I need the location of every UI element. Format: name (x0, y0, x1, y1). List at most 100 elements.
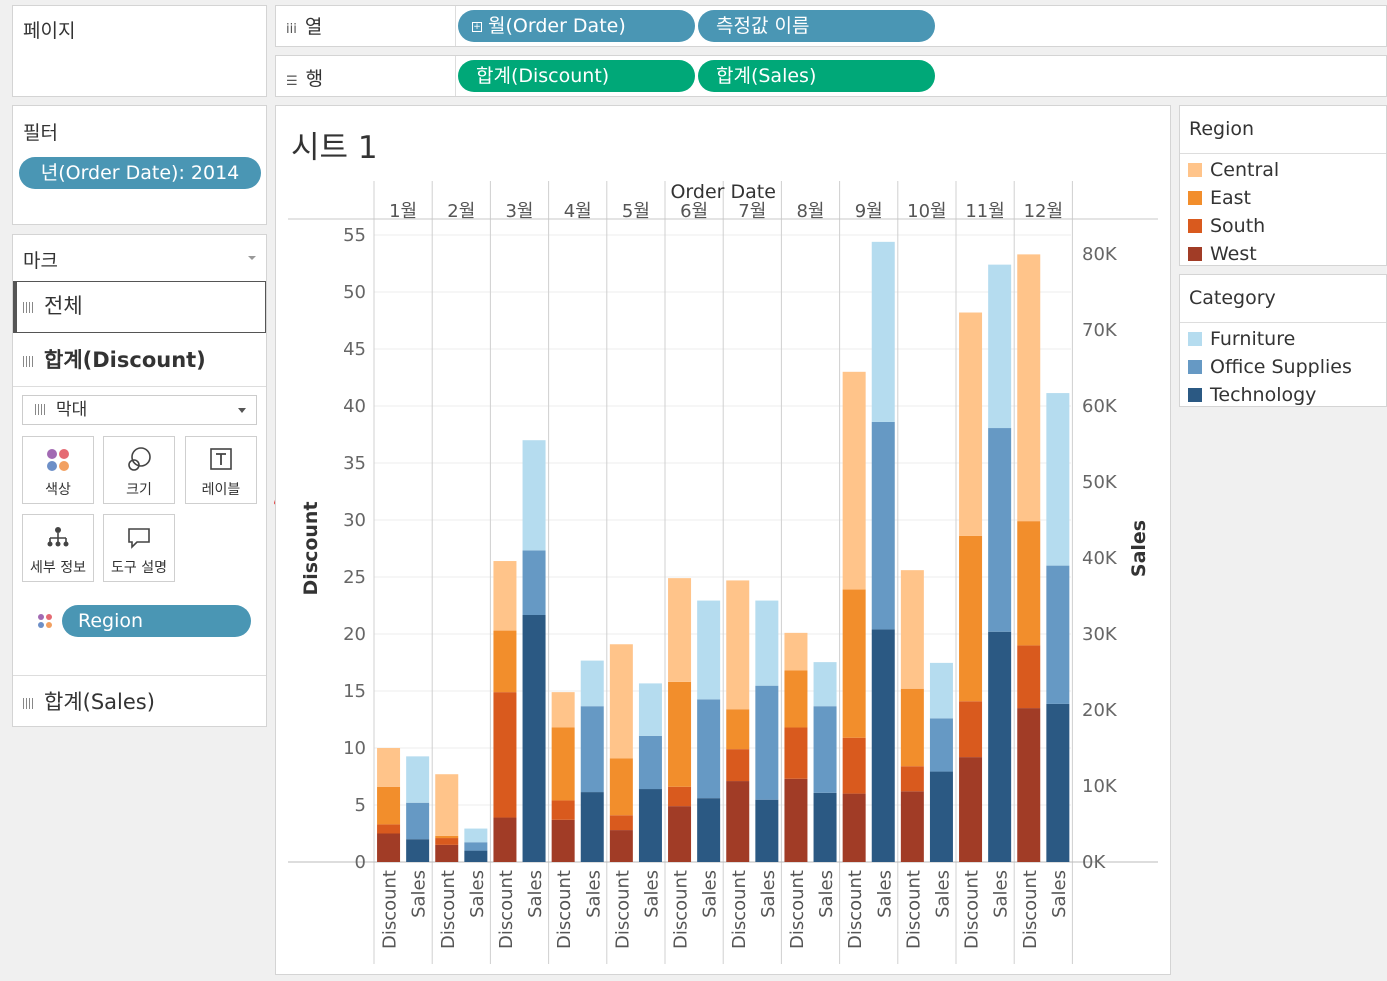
y-right-tick-label: 0K (1082, 852, 1106, 873)
discount-bar-segment-east (668, 681, 692, 787)
discount-bar-segment-east (1017, 521, 1041, 646)
discount-bar-segment-east (377, 786, 401, 825)
pages-panel-title: 페이지 (23, 20, 76, 42)
discount-bar-segment-central (959, 312, 983, 536)
columns-shelf-label-text: 열 (304, 16, 323, 38)
filter-pill-year[interactable]: 년(Order Date): 2014 (19, 157, 261, 189)
detail-button[interactable]: 세부 정보 (22, 514, 94, 582)
tooltip-button-label: 도구 설명 (111, 560, 167, 576)
expand-plus-icon: + (472, 22, 482, 32)
discount-bar-segment-south (842, 737, 866, 794)
y-left-tick-label: 5 (355, 795, 366, 816)
measure-name-label: Sales (409, 870, 430, 918)
label-button[interactable]: 레이블 (185, 436, 257, 504)
measure-name-label: Discount (612, 870, 633, 949)
color-region-pill[interactable]: Region (62, 605, 251, 637)
sales-bar-segment-office-supplies (522, 550, 546, 615)
legend-swatch (1188, 191, 1202, 205)
label-button-label: 레이블 (201, 482, 241, 498)
marks-tab-discount-label: 합계(Discount) (44, 348, 206, 372)
legend-label: East (1210, 187, 1251, 209)
discount-bar-segment-south (435, 838, 459, 845)
color-button[interactable]: 색상 (22, 436, 94, 504)
columns-pill-month[interactable]: + 월(Order Date) (458, 10, 695, 42)
measure-name-label: Discount (845, 870, 866, 949)
sales-bar-segment-office-supplies (406, 802, 430, 840)
month-header-label: 3월 (505, 201, 533, 222)
rows-pill-discount[interactable]: 합계(Discount) (458, 60, 695, 92)
y-left-tick-label: 25 (343, 567, 366, 588)
columns-pill-measure-names[interactable]: 측정값 이름 (698, 10, 935, 42)
sales-bar-segment-technology (464, 850, 488, 862)
marks-panel: 마크 전체 합계(Discount) 막대 색상 크기 레이블 (12, 234, 267, 727)
y-left-tick-label: 0 (355, 852, 366, 873)
region-legend-title: Region (1189, 118, 1255, 140)
chevron-down-icon (238, 408, 246, 413)
category-legend: Category Furniture Office Supplies Technol… (1179, 274, 1387, 407)
discount-bar-segment-west (959, 757, 983, 862)
sales-bar-segment-office-supplies (638, 735, 662, 790)
legend-divider (1180, 322, 1386, 323)
marks-tab-all[interactable]: 전체 (13, 281, 266, 333)
measure-name-label: Sales (991, 870, 1012, 918)
legend-label: Office Supplies (1210, 356, 1352, 378)
sales-bar-segment-office-supplies (755, 685, 779, 800)
region-legend-item[interactable]: Central (1188, 158, 1279, 182)
y-right-tick-label: 70K (1082, 320, 1118, 341)
legend-label: Central (1210, 159, 1280, 181)
category-legend-item[interactable]: Technology (1188, 383, 1316, 407)
y-right-tick-label: 50K (1082, 472, 1118, 493)
discount-bar-segment-central (784, 632, 808, 671)
discount-bar-segment-central (1017, 254, 1041, 522)
marks-tab-discount[interactable]: 합계(Discount) (13, 335, 266, 387)
category-legend-item[interactable]: Furniture (1188, 327, 1295, 351)
region-legend-item[interactable]: East (1188, 186, 1251, 210)
sales-bar-segment-office-supplies (871, 421, 895, 630)
legend-swatch (1188, 163, 1202, 177)
month-header-label: 9월 (855, 201, 883, 222)
bar-chart-icon (23, 302, 34, 313)
discount-bar-segment-west (435, 844, 459, 862)
rows-pill-sales[interactable]: 합계(Sales) (698, 60, 935, 92)
measure-name-label: Discount (729, 870, 750, 949)
measure-name-label: Discount (903, 870, 924, 949)
category-legend-item[interactable]: Office Supplies (1188, 355, 1352, 379)
marks-panel-dropdown-icon[interactable] (248, 256, 256, 260)
sales-bar-segment-furniture (755, 600, 779, 686)
measure-name-label: Sales (816, 870, 837, 918)
discount-bar-segment-west (668, 806, 692, 862)
rows-shelf-label: ☰ 행 (286, 64, 323, 91)
marks-tab-sales[interactable]: 합계(Sales) (13, 675, 266, 727)
discount-bar-segment-central (609, 644, 633, 759)
region-legend-item[interactable]: West (1188, 242, 1257, 266)
month-header-label: 12월 (1024, 201, 1063, 222)
sales-bar-segment-technology (871, 629, 895, 862)
discount-bar-segment-south (493, 692, 517, 818)
y-left-tick-label: 20 (343, 624, 366, 645)
legend-label: Furniture (1210, 328, 1296, 350)
filters-panel-title: 필터 (23, 122, 58, 144)
sales-bar-segment-technology (813, 792, 837, 862)
legend-swatch (1188, 332, 1202, 346)
category-legend-title: Category (1189, 287, 1276, 309)
sales-bar-segment-technology (406, 839, 430, 862)
y-left-tick-label: 30 (343, 510, 366, 531)
discount-bar-segment-east (609, 758, 633, 816)
sales-bar-segment-technology (522, 615, 546, 862)
mark-type-select[interactable]: 막대 (22, 395, 257, 425)
discount-bar-segment-south (784, 727, 808, 779)
sales-bar-segment-furniture (697, 600, 721, 700)
sales-bar-segment-furniture (406, 756, 430, 803)
size-button[interactable]: 크기 (103, 436, 175, 504)
month-header-label: 5월 (622, 201, 650, 222)
y-left-tick-label: 40 (343, 396, 366, 417)
y-right-tick-label: 60K (1082, 396, 1118, 417)
legend-divider (1180, 153, 1386, 154)
sales-bar-segment-office-supplies (464, 842, 488, 851)
discount-bar-segment-central (900, 570, 924, 689)
tooltip-button[interactable]: 도구 설명 (103, 514, 175, 582)
region-legend-item[interactable]: South (1188, 214, 1265, 238)
discount-bar-segment-east (551, 727, 575, 801)
discount-bar-segment-west (784, 778, 808, 862)
measure-name-label: Discount (554, 870, 575, 949)
